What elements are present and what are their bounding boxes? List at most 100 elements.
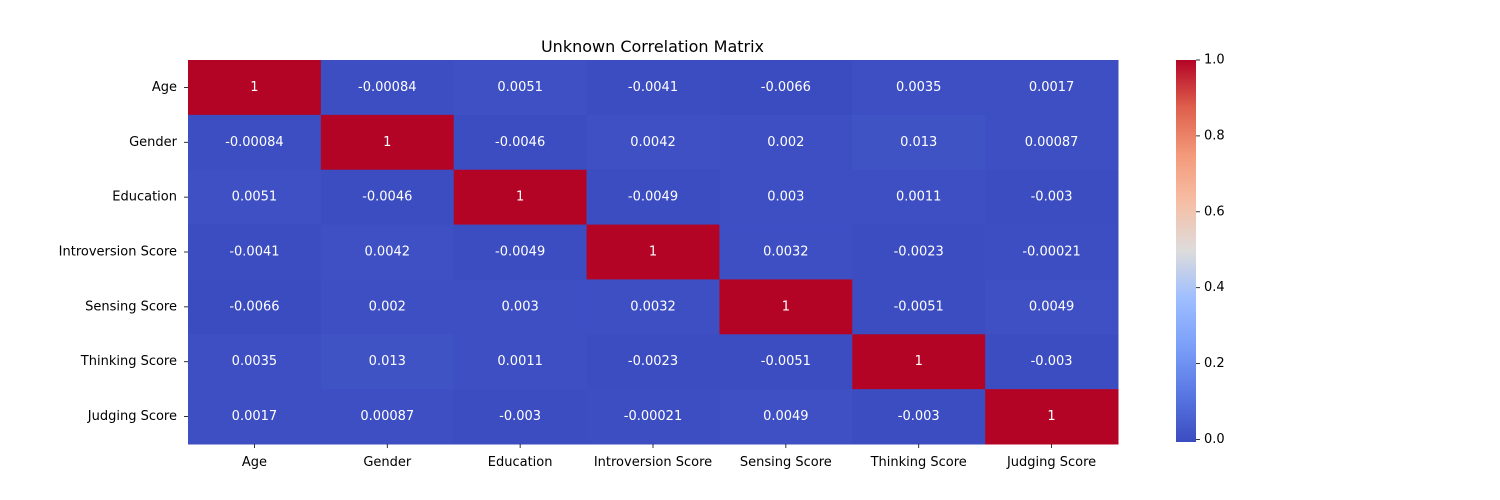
cell-value-label: -0.0023 [628, 354, 678, 369]
cell-value-label: 0.003 [502, 299, 539, 314]
cell-value-label: -0.003 [499, 409, 541, 424]
heatmap-cell [453, 60, 588, 116]
cell-value-label: 0.003 [767, 190, 804, 205]
chart-title: Unknown Correlation Matrix [541, 37, 764, 56]
cell-value-label: 0.002 [369, 299, 406, 314]
heatmap-cell [985, 279, 1119, 335]
cell-value-label: 1 [915, 354, 923, 369]
heatmap-cell [852, 279, 986, 335]
heatmap-cell-labels: 1 -0.00084 0.0051 -0.0041 -0.0066 0.0035 0.001… [225, 80, 1081, 424]
heatmap-cell [586, 334, 720, 390]
x-axis-tick-labels: Age Gender Education Introversion Score Sens… [242, 444, 1096, 470]
heatmap-cell [985, 334, 1119, 390]
x-tick-label: Judging Score [1006, 455, 1096, 470]
cell-value-label: -0.0051 [894, 299, 944, 314]
y-tick-label: Education [112, 190, 177, 205]
cell-value-label: -0.003 [1031, 190, 1073, 205]
y-tick-label: Thinking Score [80, 354, 177, 369]
cell-value-label: -0.0066 [229, 299, 279, 314]
y-tick-label: Introversion Score [59, 245, 177, 260]
heatmap-cell [852, 169, 986, 226]
heatmap-cell [320, 224, 455, 280]
cell-value-label: -0.00021 [1022, 245, 1080, 260]
heatmap-cell [188, 60, 322, 116]
cell-value-label: 0.002 [767, 135, 804, 150]
heatmap-cell [719, 60, 853, 116]
cell-value-label: -0.0046 [495, 135, 545, 150]
heatmap-cell [985, 224, 1119, 280]
cell-value-label: 0.0017 [232, 409, 278, 424]
cell-value-label: 0.0011 [896, 190, 942, 205]
cell-value-label: 0.0035 [896, 80, 942, 95]
colorbar [1176, 60, 1196, 442]
colorbar-tick-label: 0.8 [1204, 128, 1225, 143]
heatmap-cell [188, 169, 322, 226]
cell-value-label: -0.0049 [495, 245, 545, 260]
heatmap-cell [586, 169, 720, 226]
cell-value-label: 1 [782, 299, 790, 314]
y-tick-label: Gender [129, 135, 178, 150]
heatmap-cell [320, 279, 455, 335]
cell-value-label: 0.0042 [630, 135, 676, 150]
cell-value-label: -0.0046 [362, 190, 412, 205]
cell-value-label: 0.00087 [1025, 135, 1079, 150]
heatmap-cell [719, 279, 853, 335]
heatmap-cell [719, 389, 853, 445]
heatmap-cell [586, 389, 720, 445]
y-tick-label: Sensing Score [85, 299, 177, 314]
x-tick-label: Introversion Score [594, 455, 712, 470]
cell-value-label: 0.0017 [1029, 80, 1075, 95]
heatmap-cell [188, 114, 322, 171]
heatmap-cell [719, 334, 853, 390]
heatmap-cell [852, 224, 986, 280]
heatmap-cell [719, 224, 853, 280]
heatmap-cell [453, 169, 588, 226]
cell-value-label: 0.0032 [763, 245, 809, 260]
cell-value-label: -0.0066 [761, 80, 811, 95]
cell-value-label: 0.0035 [232, 354, 278, 369]
cell-value-label: 0.013 [369, 354, 406, 369]
cell-value-label: 1 [250, 80, 258, 95]
heatmap-cell [852, 60, 986, 116]
cell-value-label: 1 [1047, 409, 1055, 424]
heatmap-cell [985, 114, 1119, 171]
heatmap-cell [985, 389, 1119, 445]
heatmap-cell [453, 334, 588, 390]
cell-value-label: -0.00084 [358, 80, 416, 95]
heatmap-cells [188, 60, 1119, 445]
heatmap-cell [852, 389, 986, 445]
cell-value-label: -0.00021 [624, 409, 682, 424]
heatmap-cell [188, 224, 322, 280]
cell-value-label: 0.013 [900, 135, 937, 150]
heatmap-cell [188, 389, 322, 445]
cell-value-label: 0.0011 [497, 354, 543, 369]
colorbar-tick-label: 1.0 [1204, 53, 1225, 68]
cell-value-label: -0.003 [898, 409, 940, 424]
heatmap-cell [320, 389, 455, 445]
cell-value-label: 0.0049 [1029, 299, 1075, 314]
cell-value-label: 1 [516, 190, 524, 205]
heatmap-cell [320, 334, 455, 390]
heatmap-cell [586, 60, 720, 116]
cell-value-label: 0.0051 [497, 80, 543, 95]
cell-value-label: 1 [383, 135, 391, 150]
colorbar-tick-label: 0.6 [1204, 204, 1225, 219]
heatmap-cell [586, 114, 720, 171]
cell-value-label: -0.00084 [225, 135, 283, 150]
colorbar-tick-label: 0.0 [1204, 432, 1225, 447]
cell-value-label: -0.003 [1031, 354, 1073, 369]
heatmap-cell [453, 114, 588, 171]
heatmap-cell [586, 224, 720, 280]
cell-value-label: 1 [649, 245, 657, 260]
colorbar-ticks: 0.0 0.2 0.4 0.6 0.8 1.0 [1196, 53, 1225, 447]
cell-value-label: -0.0051 [761, 354, 811, 369]
y-tick-label: Judging Score [87, 409, 177, 424]
x-tick-label: Age [242, 455, 267, 470]
heatmap-cell [453, 279, 588, 335]
heatmap-cell [320, 114, 455, 171]
heatmap-cell [985, 169, 1119, 226]
x-tick-label: Gender [363, 455, 412, 470]
heatmap-cell [453, 224, 588, 280]
heatmap-cell [320, 60, 455, 116]
cell-value-label: -0.0023 [894, 245, 944, 260]
